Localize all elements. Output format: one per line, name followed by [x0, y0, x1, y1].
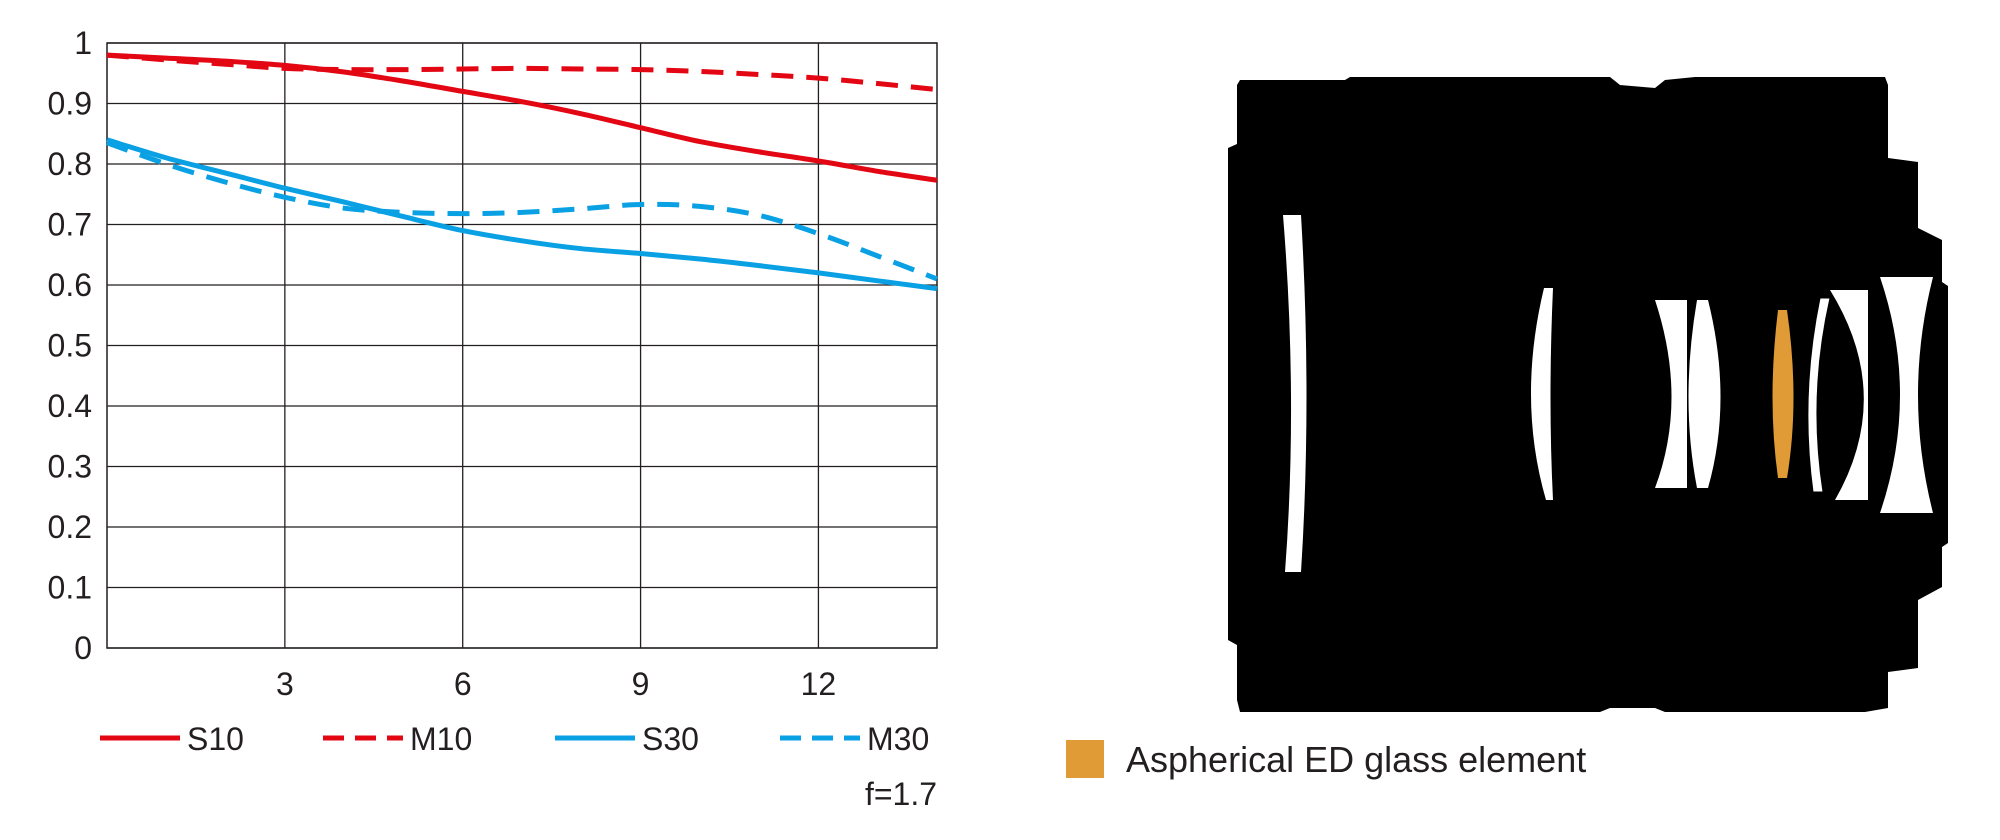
series-line-s30	[106, 137, 938, 292]
legend-label-s30: S30	[642, 721, 699, 757]
x-axis-ticks: 3 6 9 12	[276, 666, 836, 702]
chart-series	[106, 52, 938, 292]
y-axis-ticks: 0 0.1 0.2 0.3 0.4 0.5 0.6 0.7 0.8 0.9 1	[48, 25, 92, 666]
y-tick-label: 0.3	[48, 449, 92, 485]
lens-cross-section: Aspherical ED glass element	[1066, 77, 1948, 780]
legend-label-m30: M30	[867, 721, 929, 757]
aperture-annotation: f=1.7	[865, 776, 937, 812]
y-tick-label: 0.6	[48, 267, 92, 303]
aspherical-legend-label: Aspherical ED glass element	[1126, 739, 1586, 780]
aspherical-legend-swatch	[1066, 740, 1104, 778]
y-tick-label: 0.4	[48, 388, 92, 424]
legend-label-m10: M10	[410, 721, 472, 757]
legend-label-s10: S10	[187, 721, 244, 757]
y-tick-label: 0.9	[48, 86, 92, 122]
mtf-chart: 0 0.1 0.2 0.3 0.4 0.5 0.6 0.7 0.8 0.9 1 3 6 9 12 S10 M…	[48, 25, 938, 812]
series-line-s10	[106, 52, 938, 183]
y-tick-label: 0.1	[48, 570, 92, 606]
lens-element-3	[1655, 300, 1687, 488]
y-tick-label: 0.8	[48, 146, 92, 182]
lens-element-2	[1530, 288, 1553, 500]
x-tick-label: 3	[276, 666, 294, 702]
aspherical-ed-element	[1772, 310, 1794, 478]
lens-element-7	[1830, 290, 1868, 500]
y-tick-label: 0.2	[48, 509, 92, 545]
series-line-m30	[106, 140, 938, 282]
plot-frame	[106, 42, 938, 649]
lens-element-8	[1880, 277, 1933, 513]
x-tick-label: 12	[801, 666, 837, 702]
x-tick-label: 9	[632, 666, 650, 702]
lens-body	[1228, 77, 1948, 712]
y-tick-label: 0	[74, 630, 92, 666]
chart-legend: S10 M10 S30 M30	[100, 721, 929, 757]
chart-grid	[106, 42, 938, 649]
lens-element-1	[1283, 215, 1307, 572]
lens-element-6	[1807, 297, 1831, 493]
y-tick-label: 1	[74, 25, 92, 61]
lens-element-4	[1688, 300, 1721, 488]
lens-elements	[1283, 215, 1933, 572]
y-tick-label: 0.5	[48, 328, 92, 364]
y-tick-label: 0.7	[48, 207, 92, 243]
x-tick-label: 6	[454, 666, 472, 702]
